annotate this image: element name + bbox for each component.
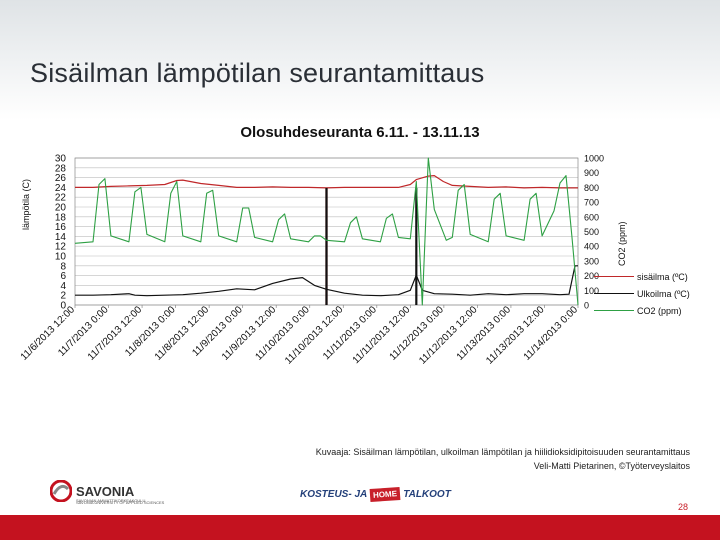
- y-tick-right: 500: [584, 227, 599, 237]
- caption-line-2: Veli-Matti Pietarinen, ©Työterveyslaitos: [533, 461, 690, 471]
- bottom-brand-bar: [0, 515, 720, 540]
- x-tick-label: 11/10/2013 12:00: [283, 304, 346, 367]
- legend-item-co2: CO2 (ppm): [594, 302, 690, 319]
- y-tick-left: 28: [55, 163, 67, 174]
- y-tick-right: 1000: [584, 154, 604, 164]
- y-tick-right: 800: [584, 183, 599, 193]
- y-tick-left: 20: [55, 203, 67, 214]
- y-tick-left: 22: [55, 193, 67, 204]
- y-tick-left: 24: [55, 183, 67, 194]
- x-tick-label: 11/13/2013 12:00: [484, 304, 547, 367]
- y-axis-right-label: CO2 (ppm): [617, 221, 627, 266]
- y-tick-left: 18: [55, 212, 67, 223]
- y-tick-right: 200: [584, 271, 599, 281]
- y-tick-left: 4: [60, 281, 66, 292]
- kosteus-suffix: TALKOOT: [403, 489, 451, 500]
- kosteus-ja-home-talkoot-logo: KOSTEUS- JA HOME TALKOOT: [300, 486, 451, 503]
- chart-legend: sisäilma (ºC) Ulkoilma (ºC) CO2 (ppm): [594, 268, 690, 319]
- y-tick-right: 400: [584, 242, 599, 252]
- y-axis-left-label: lämpötila (C): [21, 178, 31, 230]
- y-tick-left: 6: [60, 271, 66, 282]
- y-tick-left: 26: [55, 173, 67, 184]
- legend-item-indoor: sisäilma (ºC): [594, 268, 690, 285]
- legend-swatch-co2: [594, 310, 634, 311]
- y-tick-right: 600: [584, 212, 599, 222]
- legend-label-outdoor: Ulkoilma (ºC): [637, 288, 690, 299]
- y-tick-right: 700: [584, 198, 599, 208]
- y-tick-left: 12: [55, 242, 67, 253]
- y-tick-left: 16: [55, 222, 67, 233]
- y-tick-left: 30: [55, 154, 67, 165]
- y-tick-right: 100: [584, 286, 599, 296]
- series-line-indoor: [75, 175, 578, 189]
- series-line-co2: [74, 157, 579, 306]
- home-badge: HOME: [369, 486, 401, 503]
- y-tick-right: 300: [584, 256, 599, 266]
- y-tick-left: 14: [55, 232, 67, 243]
- kosteus-prefix: KOSTEUS- JA: [300, 489, 368, 500]
- y-tick-right: 900: [584, 168, 599, 178]
- x-tick-label: 11/12/2013 12:00: [417, 304, 480, 367]
- y-tick-left: 10: [55, 252, 67, 263]
- legend-label-indoor: sisäilma (ºC): [637, 271, 688, 282]
- y-tick-left: 2: [60, 291, 66, 302]
- legend-swatch-outdoor: [594, 293, 634, 294]
- savonia-logo: SAVONIA SAVONIAN AMMATTIKORKEAKOULU SAVO…: [50, 480, 164, 506]
- caption-line-1: Kuvaaja: Sisäilman lämpötilan, ulkoilman…: [315, 447, 690, 457]
- y-tick-left: 8: [60, 261, 66, 272]
- slide-title: Sisäilman lämpötilan seurantamittaus: [30, 58, 485, 88]
- series-line-outdoor: [75, 265, 578, 297]
- chart-title: Olosuhdeseuranta 6.11. - 13.11.13: [240, 124, 480, 141]
- y-tick-left: 0: [60, 301, 66, 312]
- y-tick-right: 0: [584, 301, 589, 311]
- savonia-name: SAVONIA: [76, 483, 135, 499]
- savonia-swirl-icon: [50, 480, 72, 502]
- legend-swatch-indoor: [594, 276, 634, 277]
- figure-caption: Kuvaaja: Sisäilman lämpötilan, ulkoilman…: [316, 445, 690, 473]
- page-number: 28: [677, 502, 688, 512]
- savonia-subtitle-2: SAVONIA UNIVERSITY OF APPLIED SCIENCES: [76, 500, 165, 505]
- slide-header-shade: [0, 0, 720, 120]
- x-tick-label: 11/11/2013 12:00: [351, 304, 413, 366]
- legend-label-co2: CO2 (ppm): [637, 305, 682, 316]
- legend-item-outdoor: Ulkoilma (ºC): [594, 285, 690, 302]
- savonia-subtitle-1: SAVONIAN AMMATTIKORKEAKOULU: [76, 498, 146, 503]
